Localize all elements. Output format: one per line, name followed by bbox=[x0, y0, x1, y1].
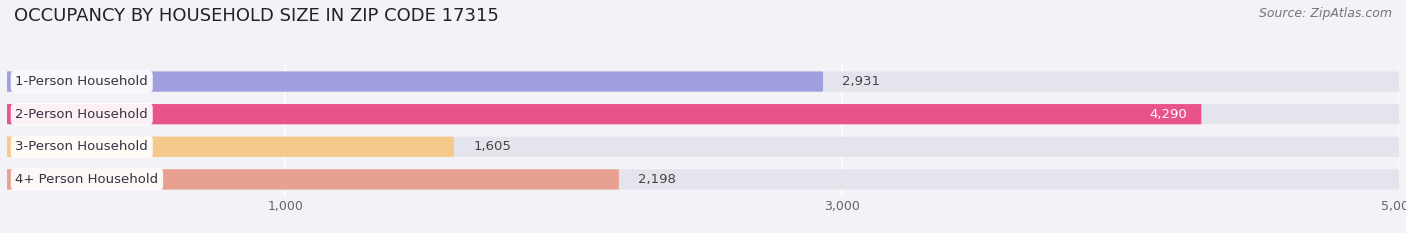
FancyBboxPatch shape bbox=[7, 169, 1399, 189]
FancyBboxPatch shape bbox=[7, 137, 454, 157]
FancyBboxPatch shape bbox=[7, 72, 1399, 92]
Text: 2,198: 2,198 bbox=[638, 173, 676, 186]
FancyBboxPatch shape bbox=[7, 104, 1399, 124]
Text: 3-Person Household: 3-Person Household bbox=[15, 140, 148, 153]
Text: Source: ZipAtlas.com: Source: ZipAtlas.com bbox=[1258, 7, 1392, 20]
Text: 2,931: 2,931 bbox=[842, 75, 880, 88]
FancyBboxPatch shape bbox=[7, 137, 1399, 157]
FancyBboxPatch shape bbox=[7, 169, 619, 189]
FancyBboxPatch shape bbox=[7, 72, 823, 92]
FancyBboxPatch shape bbox=[7, 104, 1201, 124]
Text: 4+ Person Household: 4+ Person Household bbox=[15, 173, 159, 186]
Text: OCCUPANCY BY HOUSEHOLD SIZE IN ZIP CODE 17315: OCCUPANCY BY HOUSEHOLD SIZE IN ZIP CODE … bbox=[14, 7, 499, 25]
Text: 4,290: 4,290 bbox=[1150, 108, 1188, 121]
Text: 1,605: 1,605 bbox=[474, 140, 512, 153]
Text: 2-Person Household: 2-Person Household bbox=[15, 108, 148, 121]
Text: 1-Person Household: 1-Person Household bbox=[15, 75, 148, 88]
